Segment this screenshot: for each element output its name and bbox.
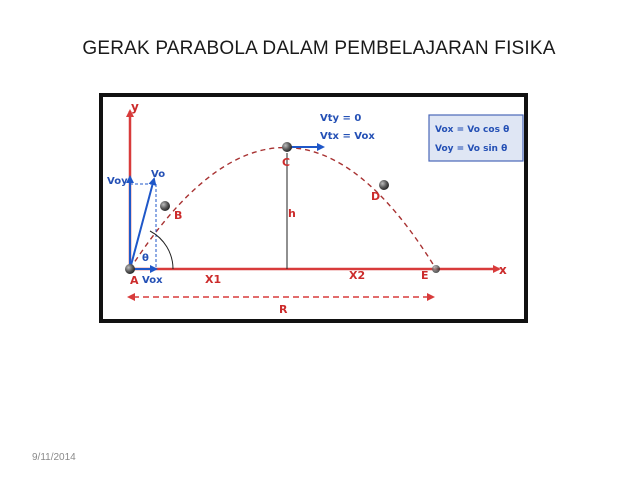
y-axis-label: y <box>131 100 139 114</box>
voy-label: Voy <box>107 176 128 187</box>
vox-label: Vox <box>142 275 163 286</box>
slide-date: 9/11/2014 <box>32 452 76 463</box>
ball-e <box>432 265 440 273</box>
point-b-label: B <box>174 209 182 222</box>
formula-vox: Vox = Vo cos θ <box>435 125 509 135</box>
point-e-label: E <box>421 269 429 282</box>
formula-voy: Voy = Vo sin θ <box>435 144 507 154</box>
projectile-diagram: y x h θ Vo Voy Vox Vty = 0 Vtx = Vox A B <box>107 100 524 316</box>
vo-vector <box>129 177 157 270</box>
projectile-diagram-frame: y x h θ Vo Voy Vox Vty = 0 Vtx = Vox A B <box>99 93 528 323</box>
ball-b <box>160 201 170 211</box>
vtx-label: Vtx = Vox <box>320 131 375 142</box>
angle-arc <box>149 230 174 270</box>
height-label: h <box>288 207 296 220</box>
point-a-label: A <box>130 274 139 287</box>
trajectory-curve <box>129 147 437 270</box>
slide-title: GERAK PARABOLA DALAM PEMBELAJARAN FISIKA <box>82 38 556 59</box>
ball-a <box>125 264 135 274</box>
angle-label: θ <box>142 253 149 264</box>
point-c-label: C <box>282 156 290 169</box>
vty-label: Vty = 0 <box>320 113 361 124</box>
x-axis-label: x <box>499 263 507 277</box>
ball-c <box>282 142 292 152</box>
ball-d <box>379 180 389 190</box>
point-d-label: D <box>371 190 380 203</box>
range-label: R <box>279 303 288 316</box>
formula-box: Vox = Vo cos θ Voy = Vo sin θ <box>428 114 524 162</box>
x2-label: X2 <box>349 269 365 282</box>
x1-label: X1 <box>205 273 221 286</box>
vo-label: Vo <box>151 169 165 180</box>
